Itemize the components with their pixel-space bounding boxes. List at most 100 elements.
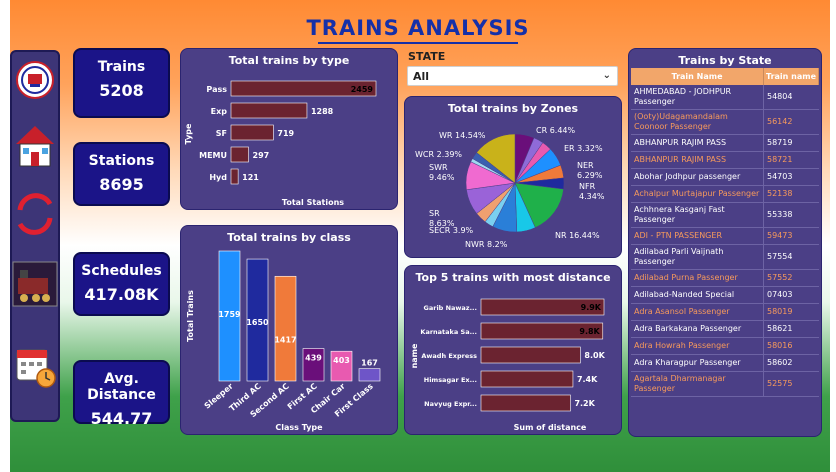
data-label: 121	[242, 173, 259, 182]
table-row[interactable]: ADI - PTN PASSENGER 59473	[631, 227, 819, 245]
train-number-cell: 58719	[763, 134, 819, 152]
kpi-trains-label: Trains	[97, 59, 146, 75]
table-row[interactable]: ABHANPUR RAJIM PASS 58721	[631, 151, 819, 169]
bar[interactable]	[358, 368, 381, 382]
table-row[interactable]: ABHANPUR RAJIM PASS 58719	[631, 134, 819, 152]
tick-label: SF	[216, 129, 227, 138]
pie-slice[interactable]	[514, 182, 564, 228]
title-underline	[318, 42, 518, 44]
slice-label: NFR 4.34%	[579, 182, 605, 201]
data-label: 439	[305, 354, 322, 363]
table-row[interactable]: Achhnera Kasganj Fast Passenger 55338	[631, 202, 819, 228]
train-name-cell: Adilabad Purna Passenger	[631, 269, 764, 287]
table-row[interactable]: Adilabad Purna Passenger 57552	[631, 269, 819, 287]
train-number-cell: 55338	[763, 202, 819, 228]
bar[interactable]	[230, 80, 377, 97]
train-number-cell: 59473	[763, 227, 819, 245]
data-label: 1650	[246, 318, 269, 327]
tick-label: Garib Nawaz...	[424, 304, 477, 312]
train-name-cell: Adra Asansol Passenger	[631, 303, 764, 321]
slice-label: SECR 3.9%	[429, 226, 474, 235]
x-axis-label: Class Type	[275, 423, 323, 432]
train-name-cell: Adilabad Parli Vaijnath Passenger	[631, 244, 764, 270]
pie-slice[interactable]	[476, 133, 516, 184]
bar[interactable]	[230, 102, 308, 119]
bar[interactable]	[230, 124, 274, 141]
data-label: 297	[253, 151, 270, 160]
slice-label: SR 8.63%	[429, 209, 455, 228]
bar[interactable]	[230, 146, 249, 163]
sidebar	[10, 50, 60, 422]
railway-logo-icon[interactable]	[16, 61, 54, 99]
home-icon[interactable]	[16, 126, 54, 167]
bar[interactable]	[218, 250, 241, 382]
column-header-train-name[interactable]: Train Name	[631, 68, 764, 85]
table-row[interactable]: Adilabad-Nanded Special 07403	[631, 286, 819, 304]
calendar-icon[interactable]	[16, 349, 56, 388]
table-row[interactable]: Adra Asansol Passenger 58019	[631, 303, 819, 321]
bar[interactable]	[480, 346, 581, 364]
refresh-icon[interactable]	[17, 193, 53, 235]
tick-label: Navyug Expr...	[424, 400, 477, 408]
y-axis-label: Total Trains	[186, 290, 195, 342]
chart-top5-distance: Top 5 trains with most distance Garib Na…	[404, 265, 622, 435]
train-number-cell: 56142	[763, 109, 819, 135]
table-row[interactable]: Agartala Dharmanagar Passenger 52575	[631, 371, 819, 397]
train-number-cell: 52138	[763, 185, 819, 203]
train-name-cell: Adra Barkakana Passenger	[631, 320, 764, 338]
kpi-stations-label: Stations	[88, 153, 155, 169]
table-row[interactable]: Abohar Jodhpur passenger 54703	[631, 168, 819, 186]
kpi-stations-value: 8695	[99, 175, 144, 194]
kpi-avg-distance: Avg. Distance 544.77	[73, 360, 170, 428]
slice-label: WR 14.54%	[439, 131, 486, 140]
data-label: 8.0K	[584, 351, 605, 360]
slice-label: CR 6.44%	[536, 126, 576, 135]
bar[interactable]	[480, 322, 604, 340]
kpi-trains-value: 5208	[99, 81, 144, 100]
train-number-cell: 54703	[763, 168, 819, 186]
table-row[interactable]: AHMEDABAD - JODHPUR Passenger 54804	[631, 85, 819, 110]
train-icon[interactable]	[12, 261, 58, 307]
chart-trains-by-type: Total trains by type Pass 2459 Exp 1288 SF 71…	[180, 48, 398, 210]
kpi-stations: Stations 8695	[73, 142, 170, 206]
table-title: Trains by State	[678, 54, 772, 67]
column-header-train-number[interactable]: Train name	[763, 68, 819, 85]
table-row[interactable]: Adra Howrah Passenger 58016	[631, 337, 819, 355]
bar[interactable]	[330, 350, 353, 382]
table-row[interactable]: Adra Kharagpur Passenger 58602	[631, 354, 819, 372]
chart-title: Total trains by type	[228, 54, 350, 67]
bar[interactable]	[274, 275, 297, 382]
table-row[interactable]: Achalpur Murtajapur Passenger 52138	[631, 185, 819, 203]
train-name-cell: (Ooty)Udagamandalam Coonoor Passenger	[631, 109, 764, 135]
slice-label: NR 16.44%	[555, 231, 600, 240]
data-label: 9.9K	[581, 303, 602, 312]
train-number-cell: 58602	[763, 354, 819, 372]
table-row[interactable]: (Ooty)Udagamandalam Coonoor Passenger 561…	[631, 109, 819, 135]
train-name-cell: Achalpur Murtajapur Passenger	[631, 185, 764, 203]
bar[interactable]	[302, 348, 325, 382]
data-label: 403	[333, 356, 350, 365]
slice-label: SWR 9.46%	[429, 163, 455, 182]
slice-label: NWR 8.2%	[465, 240, 508, 249]
table-row[interactable]: Adilabad Parli Vaijnath Passenger 57554	[631, 244, 819, 270]
bar[interactable]	[230, 168, 239, 185]
bar[interactable]	[480, 394, 571, 412]
bar[interactable]	[480, 298, 605, 316]
page-title: TRAINS ANALYSIS	[306, 16, 530, 40]
data-label: 2459	[351, 85, 374, 94]
trains-by-state-table[interactable]: Train Name Train name AHMEDABAD - JODHPU…	[631, 68, 819, 434]
y-axis-label: name	[410, 343, 419, 368]
data-label: 7.2K	[574, 399, 595, 408]
train-number-cell: 58016	[763, 337, 819, 355]
train-name-cell: Adra Howrah Passenger	[631, 337, 764, 355]
train-number-cell: 57554	[763, 244, 819, 270]
tick-label: Awadh Express	[421, 352, 477, 360]
state-dropdown[interactable]: All ⌄	[407, 66, 618, 86]
bar[interactable]	[246, 258, 269, 382]
table-row[interactable]: Adra Barkakana Passenger 58621	[631, 320, 819, 338]
bar[interactable]	[480, 370, 574, 388]
data-label: 1288	[311, 107, 334, 116]
kpi-schedules-value: 417.08K	[84, 285, 159, 304]
x-axis-label: Sum of distance	[514, 423, 587, 432]
chart-trains-by-class: Total trains by class 1759 Sleeper 1650 Thi…	[180, 225, 398, 435]
